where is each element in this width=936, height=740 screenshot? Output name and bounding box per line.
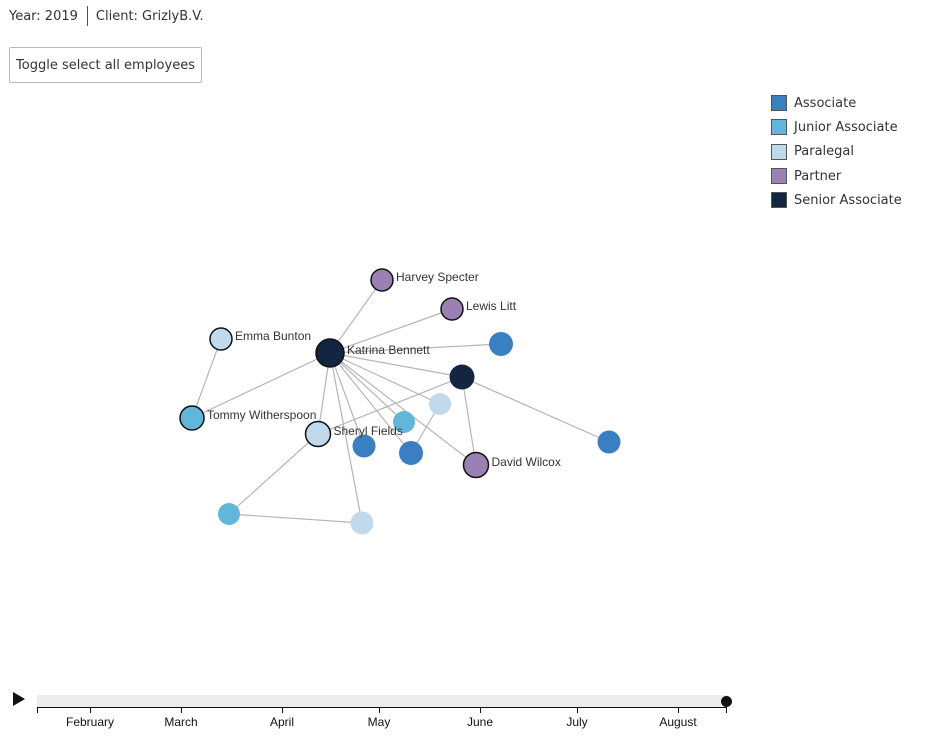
node-label: Katrina Bennett	[347, 343, 430, 357]
timeline-month-label: March	[164, 715, 198, 729]
graph-link	[191, 338, 222, 419]
timeline-end-tick	[726, 707, 727, 713]
graph-node-tommy[interactable]	[179, 405, 205, 431]
graph-links	[191, 279, 610, 524]
timeline-tick	[379, 707, 380, 713]
timeline-handle[interactable]	[721, 696, 732, 707]
graph-link	[228, 433, 319, 515]
timeline-tick	[577, 707, 578, 713]
node-label: Tommy Witherspoon	[207, 408, 316, 422]
graph-node-s2[interactable]	[449, 364, 475, 390]
timeline-tick	[282, 707, 283, 713]
node-label: David Wilcox	[492, 455, 561, 469]
graph-node-lewis[interactable]	[440, 297, 464, 321]
timeline-tick	[678, 707, 679, 713]
timeline-month-label: July	[566, 715, 588, 729]
graph-link	[461, 376, 477, 466]
graph-link	[228, 513, 363, 524]
header-bar: Year: 2019 Client: GrizlyB.V.	[9, 6, 204, 26]
graph-node-sheryl[interactable]	[304, 420, 332, 448]
legend-swatch	[771, 95, 787, 112]
graph-node-katrina[interactable]	[315, 338, 345, 368]
graph-node-emma[interactable]	[209, 327, 233, 351]
timeline-track[interactable]	[37, 695, 727, 707]
timeline-tick	[90, 707, 91, 713]
graph-node-j2[interactable]	[393, 411, 415, 433]
graph-link	[329, 352, 363, 524]
graph-node-p2[interactable]	[429, 393, 451, 415]
graph-link	[329, 352, 463, 378]
graph-link	[329, 352, 405, 423]
graph-node-a2[interactable]	[352, 434, 376, 458]
timeline-month-label: June	[466, 715, 494, 729]
legend-item-associate: Associate	[771, 91, 902, 115]
timeline-month-label: May	[367, 715, 391, 729]
graph-node-p3[interactable]	[350, 511, 374, 535]
client-label: Client: GrizlyB.V.	[95, 8, 204, 24]
graph-link	[329, 279, 383, 354]
timeline-tick	[181, 707, 182, 713]
graph-node-harvey[interactable]	[370, 268, 394, 292]
graph-link	[329, 352, 365, 447]
legend-swatch	[771, 143, 787, 160]
node-label: Emma Bunton	[235, 329, 311, 343]
graph-link	[317, 376, 463, 435]
timeline-tick	[480, 707, 481, 713]
graph-node-j3[interactable]	[218, 503, 240, 525]
timeline-start-tick	[37, 707, 38, 713]
node-label: Harvey Specter	[396, 270, 479, 284]
legend-label: Junior Associate	[794, 119, 898, 135]
graph-link	[329, 343, 502, 354]
year-label: Year: 2019	[9, 8, 78, 24]
graph-node-a1[interactable]	[489, 332, 513, 356]
legend-swatch	[771, 168, 787, 185]
graph-link	[191, 352, 331, 419]
legend-swatch	[771, 192, 787, 209]
timeline-month-label: April	[269, 715, 294, 729]
legend-label: Partner	[794, 168, 842, 184]
legend-label: Paralegal	[794, 144, 854, 160]
node-label: Sheryl Fields	[334, 424, 403, 438]
graph-link	[461, 376, 610, 443]
graph-link	[329, 352, 412, 454]
legend-item-paralegal: Paralegal	[771, 140, 902, 164]
graph-link	[329, 308, 453, 354]
graph-link	[329, 352, 441, 405]
graph-nodes	[179, 268, 621, 535]
legend-label: Associate	[794, 95, 857, 111]
legend-swatch	[771, 119, 787, 136]
toggle-select-all-button[interactable]: Toggle select all employees	[9, 47, 202, 83]
graph-node-david[interactable]	[462, 451, 490, 479]
legend-label: Senior Associate	[794, 192, 902, 208]
graph-link	[329, 352, 477, 466]
graph-node-a3[interactable]	[399, 441, 423, 465]
timeline-month-label: February	[65, 715, 115, 729]
header-divider	[86, 6, 88, 26]
graph-node-a4[interactable]	[597, 430, 621, 454]
play-icon[interactable]	[13, 692, 25, 706]
legend-item-junior-associate: Junior Associate	[771, 115, 902, 139]
node-label: Lewis Litt	[466, 299, 517, 313]
legend-item-partner: Partner	[771, 164, 902, 188]
legend-item-senior-associate: Senior Associate	[771, 188, 902, 212]
graph-labels: Harvey Specter Lewis Litt Emma Bunton Katri…	[207, 270, 561, 469]
timeline-axis	[37, 707, 727, 708]
timeline-month-label: August	[659, 715, 697, 729]
legend: Associate Junior Associate Paralegal Partne…	[771, 91, 902, 212]
